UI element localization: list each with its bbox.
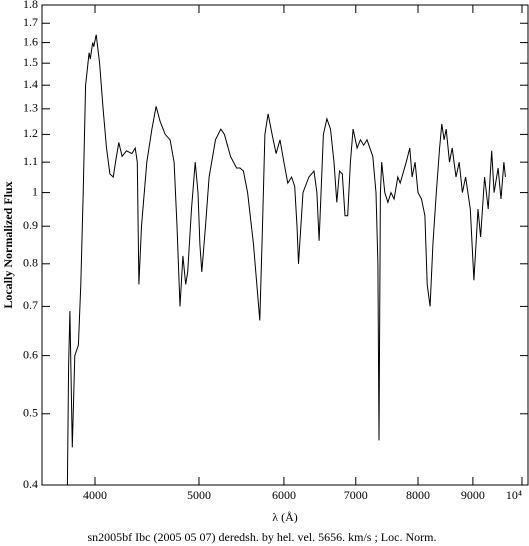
y-tick-label: 0.7 [23,298,38,312]
y-tick-label: 0.8 [23,256,38,270]
y-tick-label: 1.3 [23,101,38,115]
y-tick-label: 1.5 [23,55,38,69]
x-tick-label: 6000 [272,488,296,502]
y-tick-label: 0.4 [23,477,38,491]
x-tick-label: 7000 [344,488,368,502]
x-tick-label: 8000 [406,488,430,502]
y-axis-label: Locally Normalized Flux [1,181,15,308]
y-tick-label: 0.5 [23,406,38,420]
y-tick-label: 1.7 [23,15,38,29]
y-tick-label: 0.9 [23,218,38,232]
spectrum-line [66,34,506,486]
x-tick-label: 4000 [83,488,107,502]
y-tick-label: 0.6 [23,347,38,361]
y-tick-label: 1.6 [23,34,38,48]
caption: sn2005bf Ibc (2005 05 07) deredsh. by he… [88,530,437,544]
y-tick-label: 1.1 [23,154,38,168]
x-tick-label: 9000 [461,488,485,502]
plot-frame [41,4,529,486]
x-tick-label: 10⁴ [506,488,522,502]
x-axis-label: λ (Å) [272,510,297,524]
x-tick-label: 5000 [187,488,211,502]
y-tick-label: 1.4 [23,77,38,91]
y-tick-label: 1.2 [23,126,38,140]
y-tick-label: 1.8 [23,0,38,11]
y-tick-label: 1 [32,184,38,198]
